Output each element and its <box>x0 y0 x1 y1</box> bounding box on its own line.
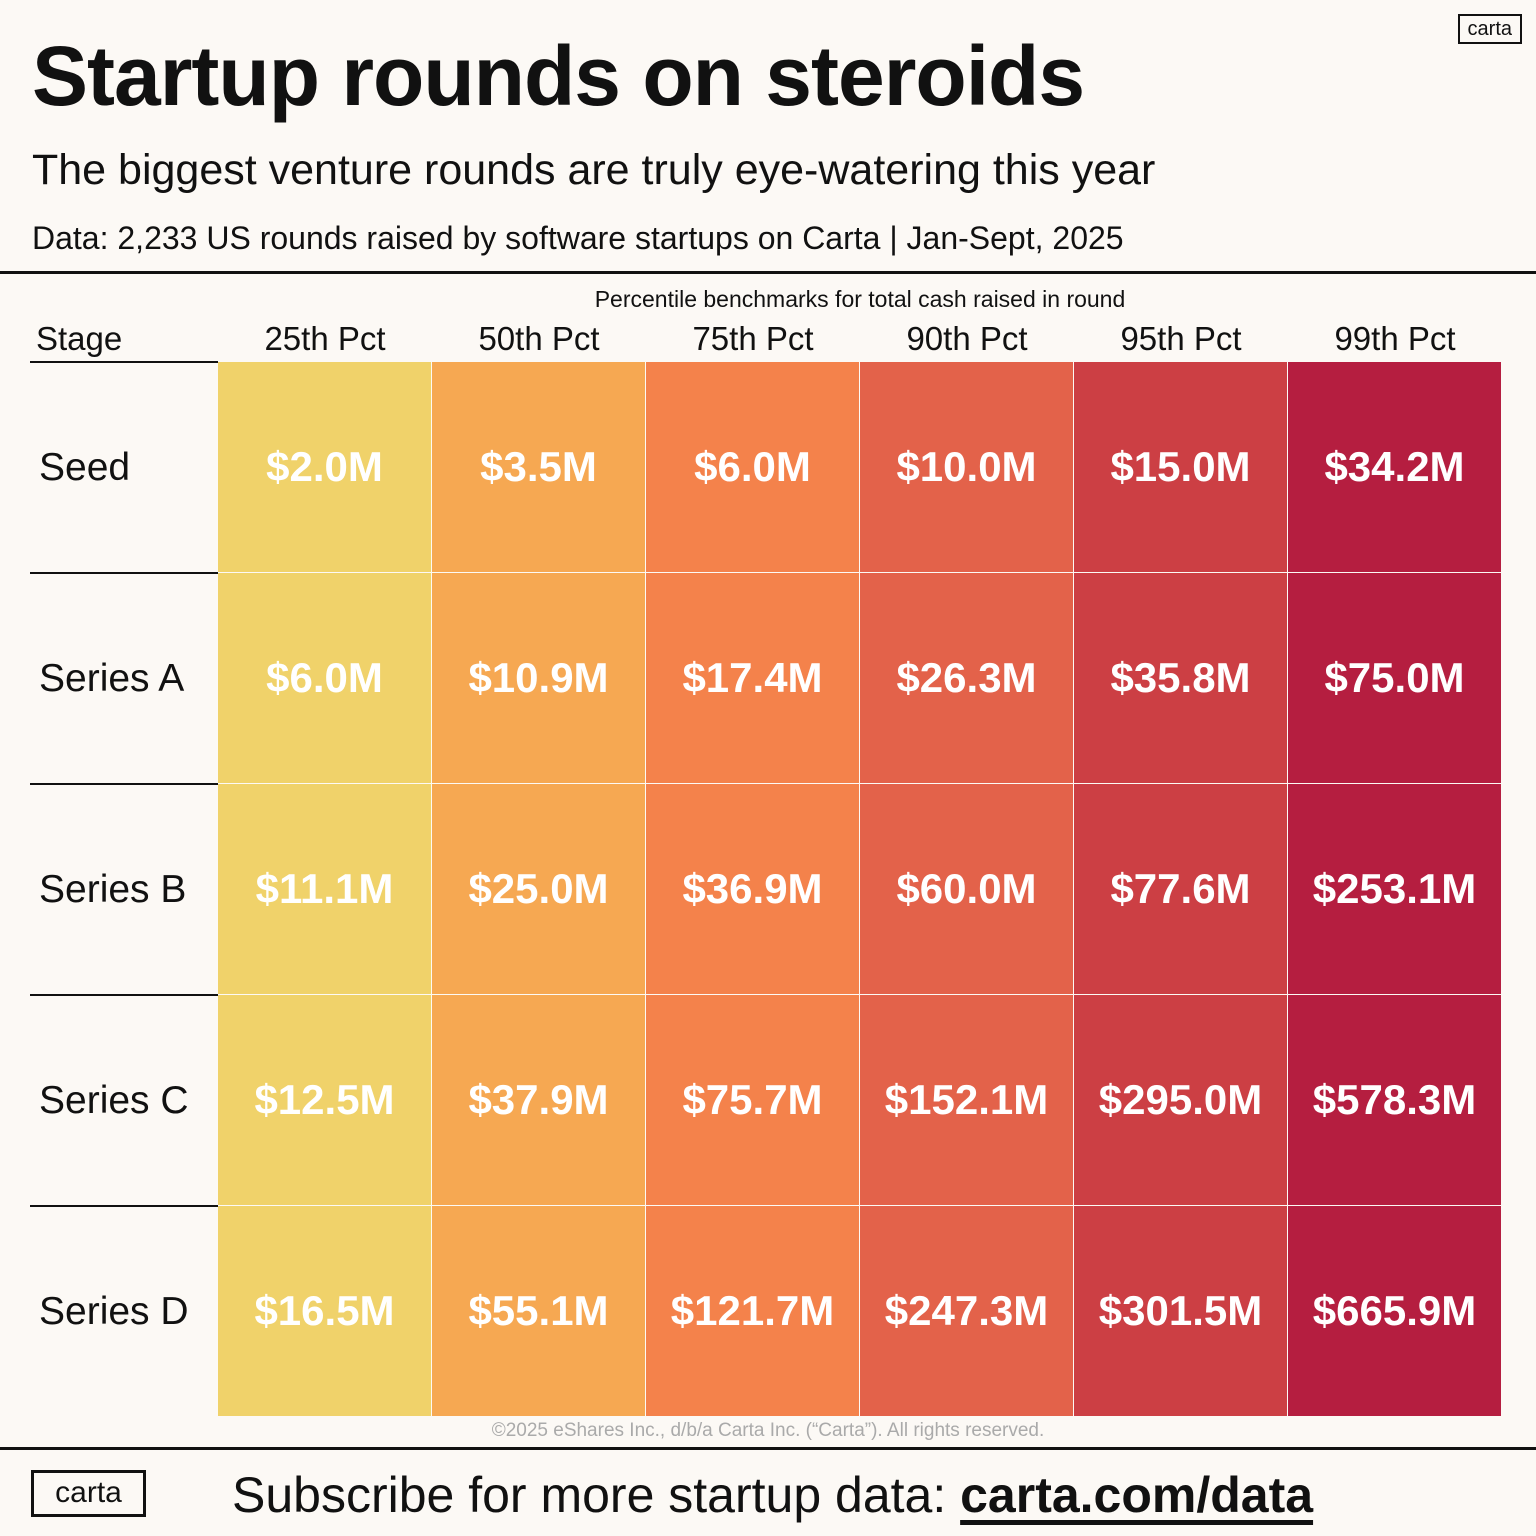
carta-data-link[interactable]: carta.com/data <box>960 1467 1314 1523</box>
heatmap-cell: $121.7M <box>646 1206 860 1417</box>
chart-caption: Percentile benchmarks for total cash rai… <box>594 286 1126 312</box>
column-header: 95th Pct <box>1120 320 1242 357</box>
column-header: 50th Pct <box>478 320 600 357</box>
heatmap-cell: $6.0M <box>218 573 432 784</box>
divider <box>0 1447 1536 1450</box>
heatmap-cell: $34.2M <box>1288 362 1502 573</box>
heatmap-cell: $11.1M <box>218 784 432 995</box>
row-label: Series C <box>30 994 218 1205</box>
heatmap-cell: $12.5M <box>218 995 432 1206</box>
heatmap-cell: $10.9M <box>432 573 646 784</box>
heatmap-cell: $35.8M <box>1074 573 1288 784</box>
heatmap-cell: $665.9M <box>1288 1206 1502 1417</box>
heatmap-cell: $77.6M <box>1074 784 1288 995</box>
data-source: Data: 2,233 US rounds raised by software… <box>32 220 1124 256</box>
column-header: 25th Pct <box>264 320 386 357</box>
heatmap-cell: $152.1M <box>860 995 1074 1206</box>
heatmap-cell: $10.0M <box>860 362 1074 573</box>
divider <box>0 271 1536 274</box>
carta-logo: carta <box>1457 14 1522 44</box>
heatmap-cell: $36.9M <box>646 784 860 995</box>
row-label: Seed <box>30 361 218 572</box>
heatmap-cell: $16.5M <box>218 1206 432 1417</box>
heatmap-cell: $26.3M <box>860 573 1074 784</box>
page-title: Startup rounds on steroids <box>32 29 1085 123</box>
heatmap-cell: $2.0M <box>218 362 432 573</box>
row-label: Series B <box>30 783 218 994</box>
heatmap-cell: $55.1M <box>432 1206 646 1417</box>
heatmap-cell: $253.1M <box>1288 784 1502 995</box>
column-header: 75th Pct <box>692 320 814 357</box>
subscribe-cta: Subscribe for more startup data: carta.c… <box>232 1466 1313 1524</box>
column-header: 99th Pct <box>1334 320 1456 357</box>
heatmap-cell: $25.0M <box>432 784 646 995</box>
heatmap-cell: $3.5M <box>432 362 646 573</box>
heatmap-cell: $60.0M <box>860 784 1074 995</box>
heatmap-cell: $15.0M <box>1074 362 1288 573</box>
heatmap-cell: $6.0M <box>646 362 860 573</box>
subtitle: The biggest venture rounds are truly eye… <box>32 146 1156 194</box>
carta-logo: carta <box>31 1470 146 1517</box>
heatmap-cell: $295.0M <box>1074 995 1288 1206</box>
row-label: Series A <box>30 572 218 783</box>
heatmap-cell: $75.0M <box>1288 573 1502 784</box>
heatmap-cell: $37.9M <box>432 995 646 1206</box>
cta-text: Subscribe for more startup data: <box>232 1467 961 1523</box>
copyright: ©2025 eShares Inc., d/b/a Carta Inc. (“C… <box>491 1420 1045 1441</box>
column-header: 90th Pct <box>906 320 1028 357</box>
row-label: Series D <box>30 1205 218 1416</box>
heatmap-cell: $578.3M <box>1288 995 1502 1206</box>
heatmap-cell: $75.7M <box>646 995 860 1206</box>
stage-header: Stage <box>36 320 123 357</box>
heatmap-cell: $17.4M <box>646 573 860 784</box>
heatmap-cell: $301.5M <box>1074 1206 1288 1417</box>
heatmap-cell: $247.3M <box>860 1206 1074 1417</box>
